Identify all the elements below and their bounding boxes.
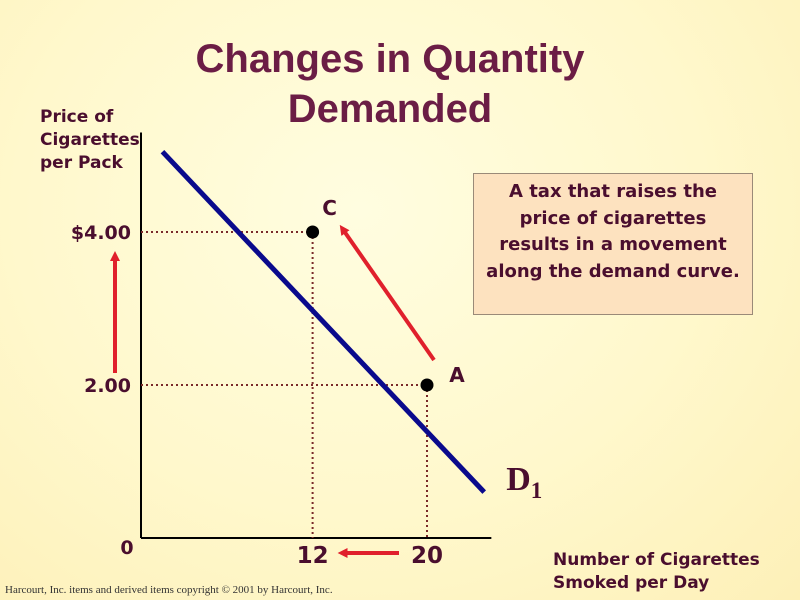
demand-curve-label-subscript: 1 xyxy=(531,478,543,503)
y-axis-label: Price of Cigarettes per Pack xyxy=(40,106,140,175)
slide-title: Changes in Quantity Demanded xyxy=(195,37,585,131)
point-c xyxy=(306,225,320,239)
callout-box: A tax that raises the price of cigarette… xyxy=(473,173,753,315)
y-axis-label-line-2: Cigarettes xyxy=(40,130,140,150)
x-tick-label: 20 xyxy=(411,543,443,569)
point-c-label: C xyxy=(322,196,337,220)
y-tick-label: $4.00 xyxy=(71,222,131,244)
origin-label: 0 xyxy=(120,537,133,559)
x-axis-label: Number of Cigarettes Smoked per Day xyxy=(553,549,760,595)
point-a-label: A xyxy=(449,363,465,387)
movement-arrow-along-curve xyxy=(339,224,436,362)
y-axis-label-line-3: per Pack xyxy=(40,153,123,173)
copyright-notice: Harcourt, Inc. items and derived items c… xyxy=(5,584,333,596)
demand-curve xyxy=(160,149,487,494)
x-axis-label-line-1: Number of Cigarettes xyxy=(553,550,760,570)
demand-curve-label: D1 xyxy=(506,461,542,503)
x-axis-label-line-2: Smoked per Day xyxy=(553,573,710,593)
point-a xyxy=(420,378,434,392)
y-axis-label-line-1: Price of xyxy=(40,107,114,127)
y-tick-label: 2.00 xyxy=(84,375,131,397)
x-tick-label: 12 xyxy=(297,543,329,569)
